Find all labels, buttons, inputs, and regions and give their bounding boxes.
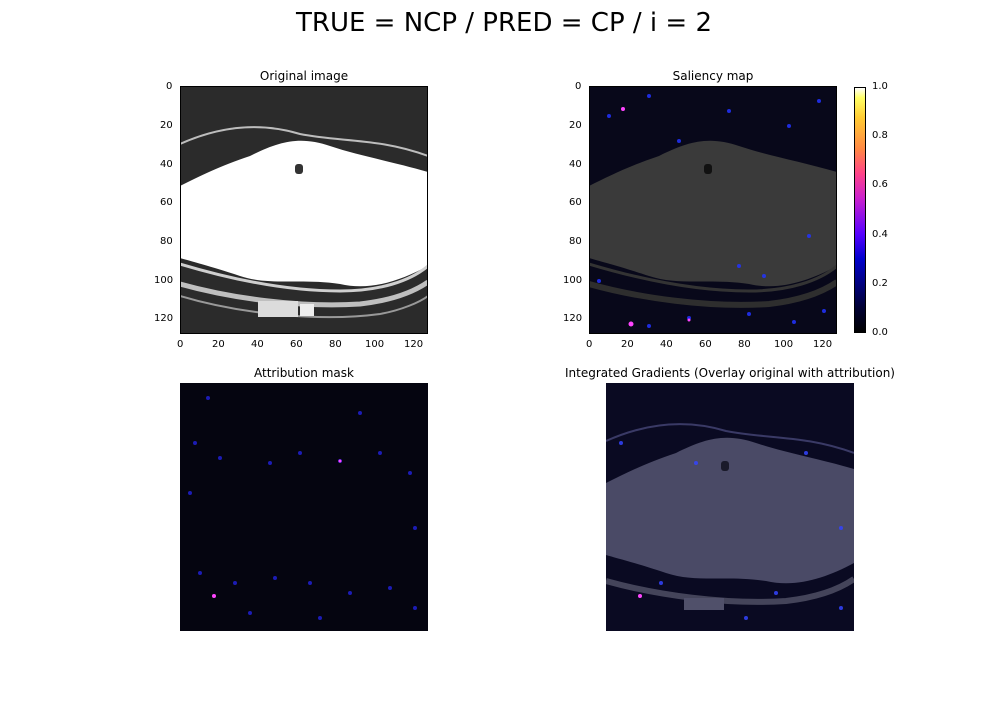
x-tick-label: 20 bbox=[621, 339, 634, 350]
y-tick-label: 60 bbox=[160, 197, 173, 208]
overlay-panel bbox=[606, 383, 854, 631]
y-tick-label: 0 bbox=[575, 81, 582, 92]
y-tick-label: 120 bbox=[563, 313, 583, 324]
y-tick-label: 40 bbox=[160, 159, 173, 170]
saliency-colorbar bbox=[854, 87, 866, 333]
overlay-image bbox=[606, 383, 854, 631]
colorbar-tick-label: 1.0 bbox=[872, 81, 888, 92]
y-tick-label: 20 bbox=[569, 120, 582, 131]
colorbar-tick-label: 0.6 bbox=[872, 179, 888, 190]
attribution-mask bbox=[180, 383, 428, 631]
y-tick-label: 0 bbox=[166, 81, 173, 92]
x-tick-label: 0 bbox=[177, 339, 184, 350]
original-image bbox=[180, 86, 428, 334]
x-tick-label: 120 bbox=[404, 339, 424, 350]
x-tick-label: 100 bbox=[365, 339, 385, 350]
y-tick-label: 80 bbox=[160, 236, 173, 247]
x-tick-label: 80 bbox=[738, 339, 751, 350]
x-tick-label: 60 bbox=[699, 339, 712, 350]
y-tick-label: 120 bbox=[154, 313, 174, 324]
x-tick-label: 40 bbox=[251, 339, 264, 350]
y-tick-label: 100 bbox=[563, 275, 583, 286]
saliency-map-panel bbox=[589, 86, 837, 334]
x-tick-label: 120 bbox=[813, 339, 833, 350]
colorbar-tick-label: 0.0 bbox=[872, 327, 888, 338]
colorbar-tick-label: 0.4 bbox=[872, 229, 888, 240]
y-tick-label: 60 bbox=[569, 197, 582, 208]
x-tick-label: 0 bbox=[586, 339, 593, 350]
x-tick-label: 40 bbox=[660, 339, 673, 350]
original-image-panel bbox=[180, 86, 428, 334]
x-tick-label: 20 bbox=[212, 339, 225, 350]
figure-title: TRUE = NCP / PRED = CP / i = 2 bbox=[296, 8, 712, 38]
y-tick-label: 100 bbox=[154, 275, 174, 286]
saliency-map bbox=[589, 86, 837, 334]
x-tick-label: 80 bbox=[329, 339, 342, 350]
y-tick-label: 20 bbox=[160, 120, 173, 131]
x-tick-label: 100 bbox=[774, 339, 794, 350]
attribution-mask-panel bbox=[180, 383, 428, 631]
panel-title-saliency: Saliency map bbox=[672, 69, 754, 83]
panel-title-original: Original image bbox=[259, 69, 349, 83]
y-tick-label: 40 bbox=[569, 159, 582, 170]
panel-title-overlay: Integrated Gradients (Overlay original w… bbox=[565, 366, 895, 380]
y-tick-label: 80 bbox=[569, 236, 582, 247]
colorbar-tick-label: 0.8 bbox=[872, 130, 888, 141]
x-tick-label: 60 bbox=[290, 339, 303, 350]
panel-title-attribution: Attribution mask bbox=[254, 366, 354, 380]
colorbar-tick-label: 0.2 bbox=[872, 278, 888, 289]
